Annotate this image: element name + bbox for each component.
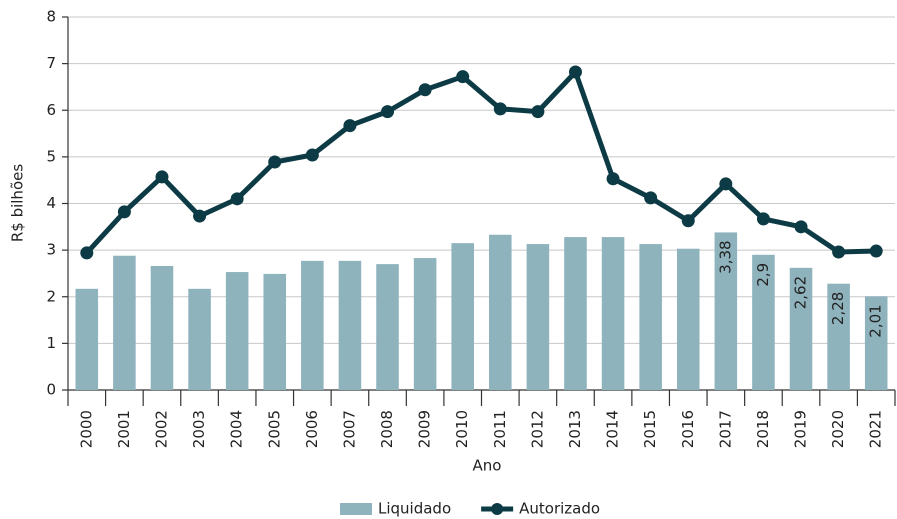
x-tick-label: 2011 xyxy=(491,410,509,448)
bar xyxy=(263,273,287,390)
bar xyxy=(789,267,813,390)
point xyxy=(568,65,582,79)
data-label: 2,28 xyxy=(829,292,847,325)
point xyxy=(155,170,169,184)
bar xyxy=(714,232,738,390)
point xyxy=(756,212,770,226)
y-tick-label: 6 xyxy=(46,101,56,119)
x-tick-label: 2015 xyxy=(641,410,659,448)
data-label: 2,62 xyxy=(792,276,810,309)
bar xyxy=(864,296,888,390)
point xyxy=(869,244,883,258)
bar xyxy=(827,283,850,390)
point xyxy=(418,83,432,97)
y-tick-label: 3 xyxy=(46,241,56,259)
bar xyxy=(75,288,99,390)
line xyxy=(84,69,877,255)
point xyxy=(531,105,545,119)
point xyxy=(832,245,846,259)
bar xyxy=(676,248,700,390)
x-tick-label: 2000 xyxy=(77,410,95,448)
point xyxy=(644,191,658,205)
x-tick-label: 2018 xyxy=(754,410,772,448)
x-tick-label: 2016 xyxy=(679,410,697,448)
point xyxy=(493,102,507,116)
x-tick-label: 2007 xyxy=(340,410,358,448)
x-tick-label: 2019 xyxy=(792,410,810,448)
x-tick-label: 2006 xyxy=(303,410,321,448)
bar xyxy=(113,255,136,390)
point xyxy=(268,155,282,169)
point xyxy=(456,70,470,84)
bar xyxy=(413,258,437,390)
y-tick-label: 8 xyxy=(46,8,56,26)
x-tick-label: 2004 xyxy=(228,410,246,448)
y-tick-label: 7 xyxy=(46,54,56,72)
x-tick-label: 2005 xyxy=(265,410,283,448)
bar xyxy=(338,260,362,390)
x-tick-label: 2013 xyxy=(566,410,584,448)
x-tick-label: 2010 xyxy=(453,410,471,448)
point xyxy=(80,246,94,260)
x-axis-label: Ano xyxy=(473,457,502,475)
point xyxy=(305,148,319,162)
legend-label: Autorizado xyxy=(519,500,600,518)
bar xyxy=(150,265,174,390)
y-axis-label: R$ bilhões xyxy=(9,164,27,243)
y-tick-label: 5 xyxy=(46,147,56,165)
point xyxy=(343,119,357,133)
data-label: 2,9 xyxy=(754,263,772,287)
data-label: 3,38 xyxy=(716,240,734,273)
bar xyxy=(601,237,625,390)
x-tick-label: 2003 xyxy=(190,410,208,448)
bar xyxy=(489,234,512,390)
x-tick-label: 2020 xyxy=(829,410,847,448)
legend-swatch xyxy=(340,503,372,515)
data-label: 2,01 xyxy=(867,304,885,337)
point xyxy=(681,214,695,228)
point xyxy=(381,105,395,119)
x-tick-label: 2009 xyxy=(416,410,434,448)
point xyxy=(117,205,131,219)
x-tick-label: 2002 xyxy=(152,410,170,448)
bar xyxy=(376,264,399,390)
bar xyxy=(451,243,474,390)
x-tick-label: 2021 xyxy=(867,410,885,448)
point xyxy=(230,192,244,206)
legend-swatch xyxy=(491,503,504,515)
bar xyxy=(301,260,324,390)
y-tick-label: 0 xyxy=(46,381,56,399)
bar xyxy=(225,272,249,390)
bar xyxy=(752,254,775,390)
y-tick-label: 4 xyxy=(46,194,56,212)
x-tick-label: 2012 xyxy=(528,410,546,448)
point xyxy=(794,220,808,234)
bar xyxy=(564,237,587,390)
y-tick-label: 1 xyxy=(46,334,56,352)
point xyxy=(193,209,207,223)
bar xyxy=(639,244,662,390)
y-tick-label: 2 xyxy=(46,287,56,305)
x-tick-label: 2017 xyxy=(716,410,734,448)
point xyxy=(606,172,620,186)
point xyxy=(719,177,733,191)
x-tick-label: 2008 xyxy=(378,410,396,448)
bar xyxy=(526,244,550,390)
legend-label: Liquidado xyxy=(378,500,451,518)
x-tick-label: 2014 xyxy=(604,410,622,448)
x-tick-label: 2001 xyxy=(115,410,133,448)
bar xyxy=(188,288,211,390)
